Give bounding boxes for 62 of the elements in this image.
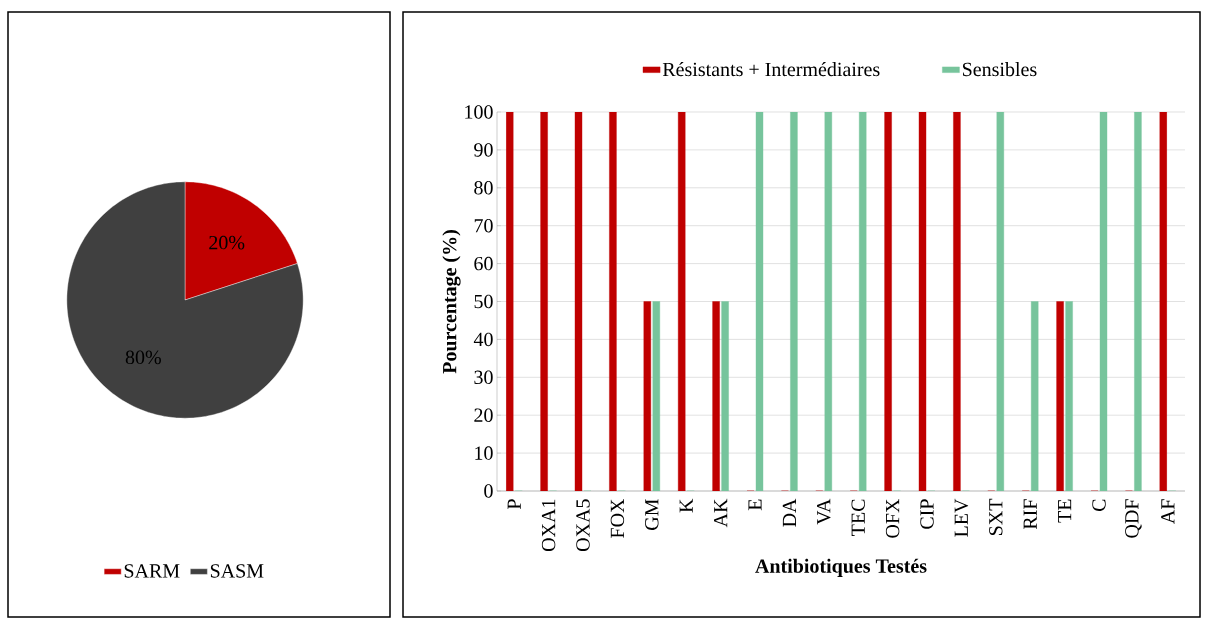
bar — [1031, 301, 1039, 491]
bar — [859, 112, 867, 491]
x-tick-label: AK — [714, 498, 728, 528]
bar — [1065, 301, 1073, 491]
bar — [1056, 301, 1064, 491]
y-tick-label: 90 — [474, 143, 493, 157]
x-tick-label: P — [507, 499, 521, 510]
bar — [1099, 112, 1108, 491]
y-tick-label: 70 — [474, 218, 493, 233]
y-tick-label: 60 — [474, 256, 493, 271]
x-tick-label: GM — [645, 499, 659, 530]
x-tick-label: DA — [782, 498, 797, 527]
bar — [824, 112, 833, 491]
bar — [996, 112, 1005, 491]
bar — [1134, 112, 1142, 491]
x-tick-label: RIF — [1023, 499, 1037, 530]
y-tick-label: 0 — [484, 484, 493, 498]
bar — [755, 112, 764, 491]
x-tick-label: OXA1 — [541, 499, 556, 552]
bar — [712, 301, 720, 491]
x-tick-label: OXA5 — [576, 499, 590, 552]
legend-label: Résistants + Intermédiaires — [662, 62, 880, 77]
x-tick-label: TEC — [851, 499, 865, 536]
bar — [540, 112, 548, 491]
y-tick-label: 30 — [474, 370, 493, 385]
x-tick-label: K — [679, 498, 693, 513]
bar — [643, 301, 652, 491]
bar — [1159, 112, 1168, 491]
bar — [609, 112, 617, 491]
x-tick-label: FOX — [610, 498, 625, 538]
x-tick-label: LEV — [954, 498, 969, 537]
y-axis-title: Pourcentage (%) — [442, 230, 461, 374]
y-tick-label: 100 — [465, 105, 493, 119]
bar — [790, 112, 798, 491]
bar — [506, 112, 514, 491]
bar — [884, 112, 892, 491]
x-tick-label: E — [748, 499, 762, 511]
x-tick-label: CIP — [920, 499, 934, 529]
y-tick-label: 40 — [473, 332, 493, 347]
x-tick-label: TE — [1058, 499, 1072, 523]
data-label: 80% — [125, 350, 161, 365]
x-tick-label: C — [1092, 499, 1106, 512]
bar — [574, 112, 583, 491]
bar — [953, 112, 961, 491]
bar — [678, 112, 686, 491]
bar — [652, 301, 661, 491]
x-axis-title: Antibiotiques Testés — [755, 558, 927, 577]
y-tick-label: 10 — [475, 446, 493, 460]
x-tick-label: AF — [1161, 499, 1175, 524]
x-tick-label: SXT — [989, 498, 1003, 535]
y-tick-label: 20 — [474, 408, 493, 422]
x-tick-label: OFX — [885, 498, 900, 538]
x-tick-label: VA — [817, 498, 831, 525]
y-tick-label: 80 — [474, 181, 493, 195]
legend-label: SASM — [210, 564, 264, 578]
x-tick-label: QDF — [1125, 499, 1142, 538]
bar — [721, 301, 729, 491]
bar — [918, 112, 927, 491]
legend-label: Sensibles — [962, 62, 1037, 77]
data-label: 20% — [209, 235, 245, 250]
legend-label: SARM — [124, 564, 180, 578]
y-tick-label: 50 — [474, 294, 493, 309]
